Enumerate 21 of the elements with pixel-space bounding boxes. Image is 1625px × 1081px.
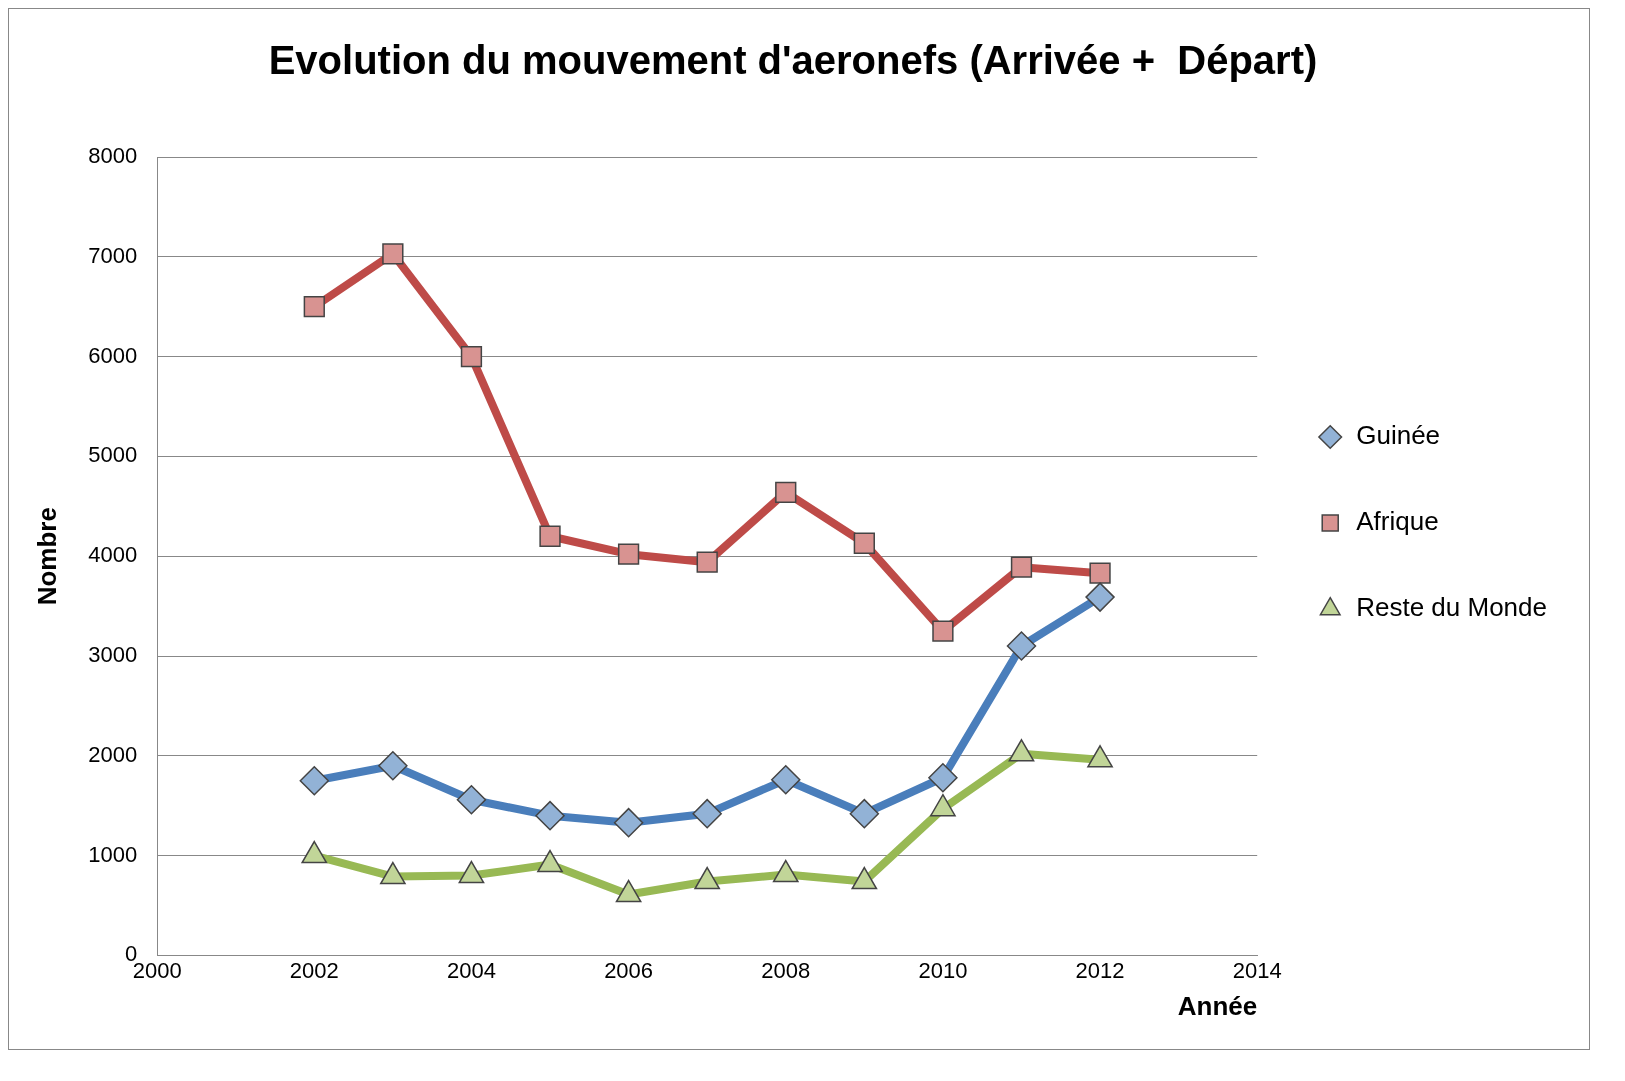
x-tick-label: 2008 <box>761 957 811 983</box>
y-tick-label: 6000 <box>88 342 138 368</box>
legend-label: Reste du Monde <box>1356 592 1548 623</box>
y-tick-label: 5000 <box>88 442 138 468</box>
y-tick-label: 2000 <box>88 741 138 767</box>
x-axis-title: Année <box>1177 990 1258 1021</box>
x-tick-label: 2012 <box>1075 957 1125 983</box>
y-tick-label: 1000 <box>88 841 138 867</box>
legend-label: Guinée <box>1356 420 1441 451</box>
y-tick-label: 8000 <box>88 143 138 169</box>
legend-label: Afrique <box>1356 506 1439 537</box>
x-tick-label: 2004 <box>446 957 496 983</box>
y-tick-label: 3000 <box>88 642 138 668</box>
x-tick-label: 2006 <box>604 957 654 983</box>
y-tick-label: 4000 <box>88 542 138 568</box>
chart-title: Evolution du mouvement d'aeronefs (Arrivée + Départ) <box>268 38 1318 83</box>
x-tick-label: 2010 <box>918 957 968 983</box>
y-tick-label: 7000 <box>88 242 138 268</box>
x-tick-label: 2014 <box>1232 957 1282 983</box>
y-axis-title: Nombre <box>31 507 62 606</box>
x-tick-label: 2002 <box>289 957 339 983</box>
